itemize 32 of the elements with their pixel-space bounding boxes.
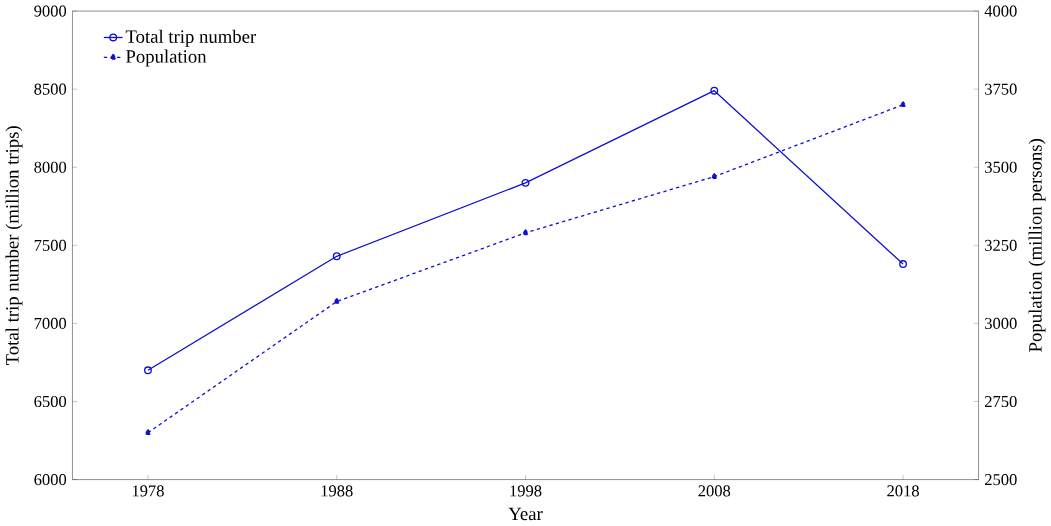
point — [332, 252, 341, 261]
y2-tick-label: 3500 — [985, 161, 1017, 173]
legend-label: Population — [126, 49, 207, 67]
point — [899, 100, 907, 108]
x-axis-title: Year — [508, 507, 543, 521]
y2-tick-label: 3250 — [985, 239, 1017, 252]
x-tick-label: 2018 — [887, 485, 919, 497]
x-tick-label: 1988 — [321, 485, 353, 497]
point — [144, 428, 152, 436]
y2-tick-label: 3750 — [985, 83, 1017, 95]
x-tick-label: 2008 — [698, 485, 731, 497]
point — [521, 179, 530, 188]
y2-tick-label: 2500 — [985, 474, 1017, 486]
y-tick-label: 6000 — [34, 474, 67, 486]
point — [710, 172, 718, 180]
y-tick-label: 8500 — [34, 83, 67, 95]
y2-tick-label: 2750 — [985, 396, 1017, 408]
point — [710, 86, 719, 95]
y-tick-label: 7000 — [34, 318, 67, 330]
y-tick-label: 8000 — [34, 161, 67, 173]
y2-tick-label: 4000 — [984, 5, 1017, 17]
y-tick-label: 6500 — [34, 396, 67, 408]
y-tick-label: 9000 — [34, 5, 67, 17]
point — [521, 229, 530, 236]
x-tick-label: 1998 — [510, 485, 542, 497]
point — [333, 297, 341, 305]
y-tick-label: 7500 — [34, 239, 67, 252]
y2-tick-label: 3000 — [985, 318, 1017, 330]
y-axis-title: Total trip number (million trips) — [5, 126, 23, 366]
y2-axis-title: Population (million persons) — [1028, 139, 1046, 353]
x-tick-label: 1978 — [132, 485, 164, 497]
legend-label: Total trip number — [125, 29, 257, 47]
